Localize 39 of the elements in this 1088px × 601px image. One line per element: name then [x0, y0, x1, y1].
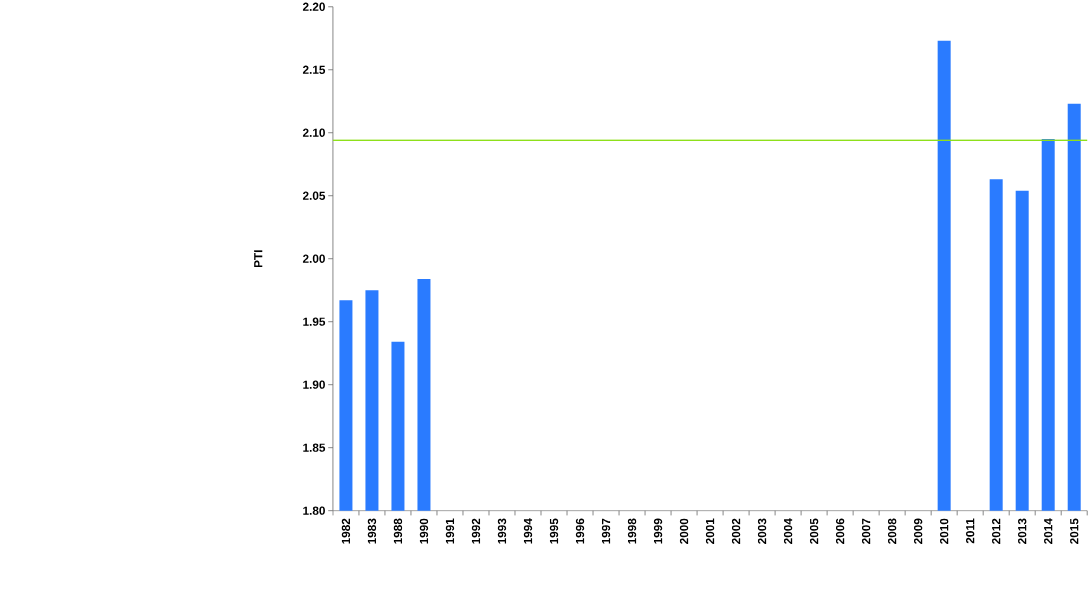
x-tick-label: 2015	[1070, 518, 1079, 544]
y-tick-label: 2.05	[302, 191, 326, 200]
y-tick-label: 2.15	[302, 65, 326, 74]
x-tick-label: 2004	[783, 518, 793, 544]
x-tick-label: 1982	[341, 518, 351, 544]
x-tick-label: 2012	[992, 518, 1001, 544]
x-tick-label: 2010	[939, 518, 949, 544]
x-tick-label: 1992	[471, 518, 481, 544]
x-tick-label: 1988	[393, 518, 403, 544]
x-tick-label: 2009	[913, 518, 923, 544]
x-tick-label: 1995	[549, 518, 559, 544]
x-tick-label: 1997	[601, 518, 611, 544]
x-tick-label: 1990	[419, 518, 429, 544]
y-tick-label: 1.85	[303, 443, 326, 452]
x-tick-label: 2008	[887, 518, 897, 544]
y-tick-label: 2.10	[302, 128, 325, 137]
y-tick-label: 1.80	[303, 506, 325, 515]
x-tick-label: 2013	[1018, 518, 1027, 544]
x-tick-label: 2002	[731, 518, 741, 544]
x-tick-label: 2000	[679, 518, 689, 544]
x-tick-label: 1999	[653, 518, 663, 544]
x-tick-label: 2003	[757, 518, 767, 544]
x-tick-label: 2007	[861, 518, 871, 544]
x-tick-label: 2011	[966, 518, 975, 544]
y-axis-title: PTI	[254, 250, 263, 267]
x-tick-label: 1991	[445, 518, 455, 544]
x-tick-label: 2005	[809, 518, 819, 544]
x-tick-label: 2006	[835, 518, 845, 544]
x-tick-label: 1993	[497, 518, 507, 544]
x-tick-label: 1983	[367, 518, 377, 544]
x-tick-label: 2014	[1044, 518, 1053, 544]
y-tick-label: 2.20	[302, 2, 325, 11]
x-tick-label: 1994	[523, 518, 533, 544]
y-tick-label: 1.90	[303, 380, 325, 389]
y-tick-label: 2.00	[302, 254, 325, 263]
x-tick-label: 1998	[627, 518, 637, 544]
x-tick-label: 1996	[575, 518, 585, 544]
x-tick-label: 2001	[705, 518, 715, 544]
y-tick-label: 1.95	[303, 317, 326, 326]
